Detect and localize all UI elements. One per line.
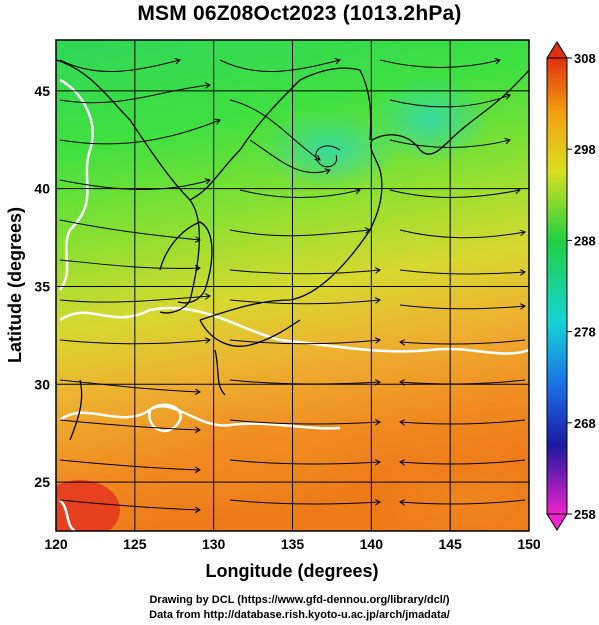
coastlines [56, 59, 529, 441]
x-axis-ticks: 120 125 130 135 140 145 150 [44, 536, 541, 552]
y-axis-label: Latitude (degrees) [5, 207, 25, 363]
y-tick-label: 45 [34, 83, 50, 99]
x-tick-label: 145 [438, 536, 462, 552]
y-axis-ticks: 25 30 35 40 45 [34, 83, 50, 490]
y-tick-label: 30 [34, 376, 50, 392]
colorbar-tick-label: 298 [574, 142, 596, 157]
isotherms [58, 78, 529, 531]
x-tick-label: 130 [202, 536, 226, 552]
x-tick-label: 135 [281, 536, 305, 552]
colorbar-tick-label: 258 [574, 507, 596, 522]
map-title: MSM 06Z08Oct2023 (1013.2hPa) [137, 2, 462, 25]
colorbar-tick-label: 278 [574, 325, 596, 340]
y-tick-label: 25 [34, 474, 50, 490]
y-tick-label: 40 [34, 181, 50, 197]
credit-drawing: Drawing by DCL (https://www.gfd-dennou.o… [149, 594, 450, 606]
x-tick-label: 120 [44, 536, 68, 552]
colorbar: 258 268 278 288 298 308 [546, 41, 596, 531]
x-tick-label: 140 [360, 536, 384, 552]
x-tick-label: 150 [517, 536, 541, 552]
x-tick-label: 125 [123, 536, 147, 552]
colorbar-tick-label: 308 [574, 51, 596, 66]
colorbar-tick-label: 268 [574, 416, 596, 431]
temperature-field [56, 40, 529, 531]
credit-data-source: Data from http://database.rish.kyoto-u.a… [149, 609, 450, 621]
y-tick-label: 35 [34, 278, 50, 294]
x-axis-label: Longitude (degrees) [205, 561, 378, 581]
plot-frame [55, 39, 530, 532]
colorbar-tick-label: 288 [574, 233, 596, 248]
